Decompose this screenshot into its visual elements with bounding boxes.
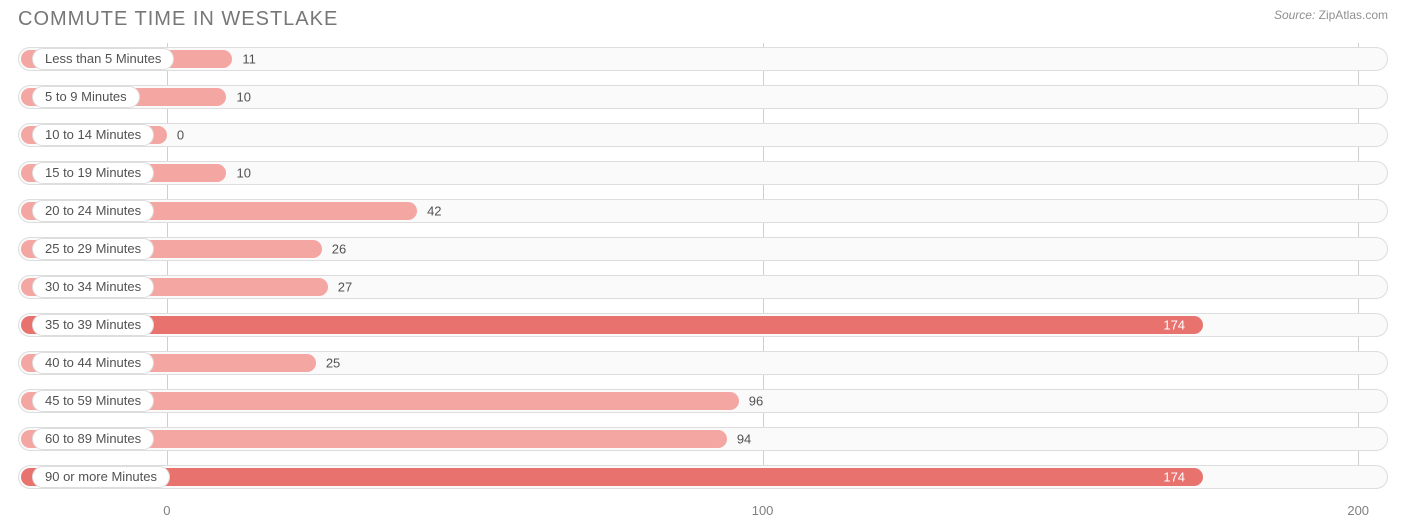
bar bbox=[21, 468, 1203, 486]
category-label: 60 to 89 Minutes bbox=[32, 428, 154, 450]
chart-row: 25 to 29 Minutes 26 bbox=[18, 233, 1388, 265]
category-label: 15 to 19 Minutes bbox=[32, 162, 154, 184]
chart-row: 20 to 24 Minutes 42 bbox=[18, 195, 1388, 227]
bar-value: 27 bbox=[338, 280, 352, 295]
bar-value: 25 bbox=[326, 356, 340, 371]
category-label: 35 to 39 Minutes bbox=[32, 314, 154, 336]
x-tick-label: 0 bbox=[163, 503, 170, 518]
x-tick-label: 100 bbox=[752, 503, 774, 518]
bar-value: 26 bbox=[332, 242, 346, 257]
chart-row: 60 to 89 Minutes 94 bbox=[18, 423, 1388, 455]
bar-value: 0 bbox=[177, 128, 184, 143]
chart-row: 90 or more Minutes 174 bbox=[18, 461, 1388, 493]
chart-row: 30 to 34 Minutes 27 bbox=[18, 271, 1388, 303]
bar-value: 174 bbox=[1163, 318, 1185, 333]
chart-header: COMMUTE TIME IN WESTLAKE Source: ZipAtla… bbox=[0, 0, 1406, 37]
chart-row: 35 to 39 Minutes 174 bbox=[18, 309, 1388, 341]
chart-title: COMMUTE TIME IN WESTLAKE bbox=[18, 8, 338, 31]
chart-row: 45 to 59 Minutes 96 bbox=[18, 385, 1388, 417]
bar-value: 174 bbox=[1163, 470, 1185, 485]
chart-source: Source: ZipAtlas.com bbox=[1274, 8, 1388, 22]
category-label: 90 or more Minutes bbox=[32, 466, 170, 488]
chart-row: 40 to 44 Minutes 25 bbox=[18, 347, 1388, 379]
bar-track bbox=[18, 123, 1388, 147]
chart-row: 10 to 14 Minutes 0 bbox=[18, 119, 1388, 151]
category-label: 20 to 24 Minutes bbox=[32, 200, 154, 222]
bar-value: 94 bbox=[737, 432, 751, 447]
bar bbox=[21, 316, 1203, 334]
bar-value: 10 bbox=[236, 90, 250, 105]
category-label: 5 to 9 Minutes bbox=[32, 86, 140, 108]
category-label: 45 to 59 Minutes bbox=[32, 390, 154, 412]
category-label: Less than 5 Minutes bbox=[32, 48, 174, 70]
category-label: 30 to 34 Minutes bbox=[32, 276, 154, 298]
bar-value: 96 bbox=[749, 394, 763, 409]
source-label: Source: bbox=[1274, 8, 1315, 22]
x-axis: 0 100 200 bbox=[18, 499, 1388, 525]
bar-value: 42 bbox=[427, 204, 441, 219]
bar-value: 10 bbox=[236, 166, 250, 181]
chart-row: 15 to 19 Minutes 10 bbox=[18, 157, 1388, 189]
category-label: 10 to 14 Minutes bbox=[32, 124, 154, 146]
x-tick-label: 200 bbox=[1347, 503, 1369, 518]
bar-value: 11 bbox=[242, 52, 256, 67]
category-label: 25 to 29 Minutes bbox=[32, 238, 154, 260]
chart-area: Less than 5 Minutes 11 5 to 9 Minutes 10 10 … bbox=[0, 37, 1406, 493]
chart-row: 5 to 9 Minutes 10 bbox=[18, 81, 1388, 113]
category-label: 40 to 44 Minutes bbox=[32, 352, 154, 374]
chart-row: Less than 5 Minutes 11 bbox=[18, 43, 1388, 75]
chart-rows: Less than 5 Minutes 11 5 to 9 Minutes 10 10 … bbox=[18, 43, 1388, 493]
source-value: ZipAtlas.com bbox=[1319, 8, 1388, 22]
